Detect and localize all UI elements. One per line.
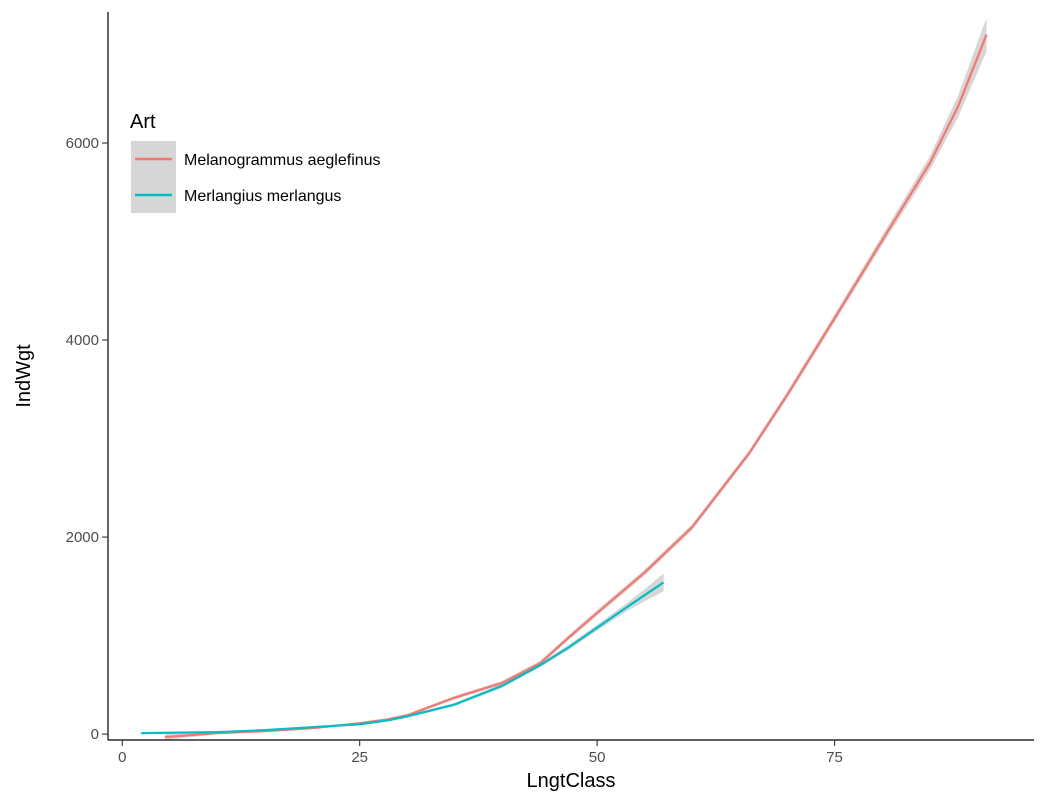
x-tick-label: 0 bbox=[118, 749, 126, 766]
x-tick-label: 25 bbox=[351, 749, 368, 766]
x-tick-label: 75 bbox=[826, 749, 843, 766]
y-tick-label: 6000 bbox=[66, 135, 99, 152]
x-tick-label: 50 bbox=[589, 749, 606, 766]
x-axis-title: LngtClass bbox=[527, 770, 616, 792]
legend-label: Merlangius merlangus bbox=[184, 188, 341, 205]
legend-title: Art bbox=[130, 111, 156, 133]
y-tick-label: 2000 bbox=[66, 529, 99, 546]
y-axis-title: IndWgt bbox=[13, 344, 35, 408]
y-tick-label: 0 bbox=[91, 726, 99, 743]
legend-label: Melanogrammus aeglefinus bbox=[184, 152, 381, 169]
y-tick-label: 4000 bbox=[66, 332, 99, 349]
